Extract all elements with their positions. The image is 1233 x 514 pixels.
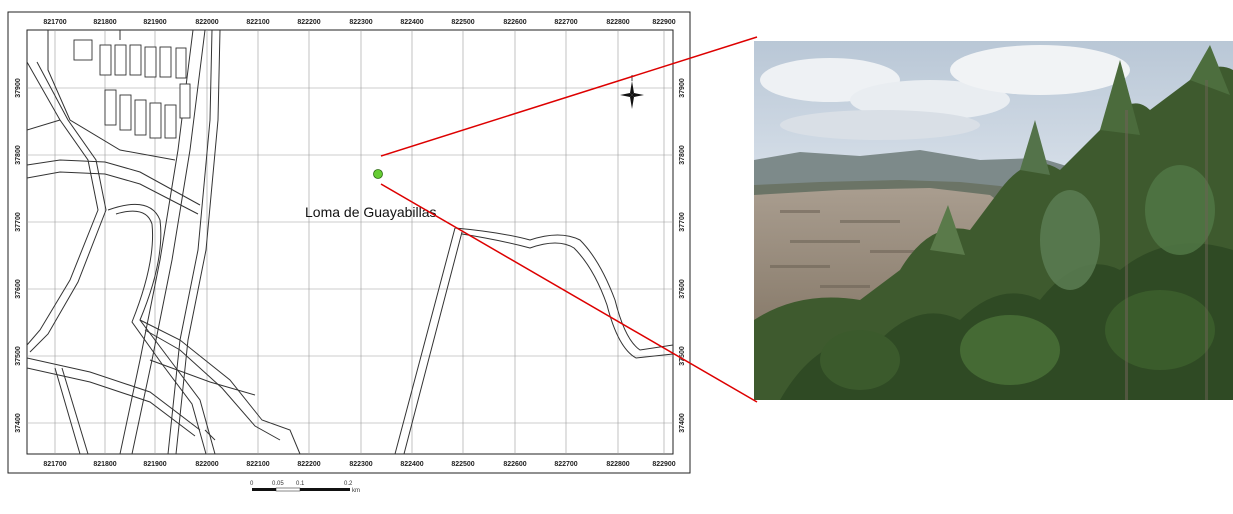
x-tick-label: 822500 <box>451 461 474 468</box>
scale-unit: km <box>352 488 360 494</box>
x-tick-label: 822100 <box>246 19 269 26</box>
x-tick-label: 822400 <box>400 19 423 26</box>
x-tick-label: 822200 <box>297 19 320 26</box>
x-tick-label: 822700 <box>554 19 577 26</box>
y-axis-left-labels: 37900 37800 37700 37600 37500 37400 <box>15 78 22 433</box>
y-tick-label: 37500 <box>679 346 686 366</box>
x-axis-bottom-labels: 821700 821800 821900 822000 822100 822200 8223… <box>43 461 675 468</box>
y-tick-label: 37900 <box>15 78 22 98</box>
place-label: Loma de Guayabillas <box>305 204 437 220</box>
y-axis-right-labels: 37900 37800 37700 37600 37500 37400 <box>679 78 686 433</box>
y-tick-label: 37600 <box>679 279 686 299</box>
x-tick-label: 822300 <box>349 19 372 26</box>
x-tick-label: 821900 <box>143 461 166 468</box>
site-marker <box>373 169 383 179</box>
scale-label-1: 0.05 <box>272 481 284 487</box>
y-tick-label: 37800 <box>679 145 686 165</box>
y-tick-label: 37400 <box>679 413 686 433</box>
coordinate-grid <box>27 30 673 454</box>
y-tick-label: 37400 <box>15 413 22 433</box>
y-tick-label: 37900 <box>679 78 686 98</box>
building-blocks <box>73 39 191 139</box>
x-tick-label: 822100 <box>246 461 269 468</box>
x-tick-label: 822200 <box>297 461 320 468</box>
scale-bar: 0 0.05 0.1 0.2 km <box>250 481 360 494</box>
scale-label-3: 0.2 <box>344 481 353 487</box>
y-tick-label: 37600 <box>15 279 22 299</box>
x-tick-label: 821700 <box>43 19 66 26</box>
road-network <box>27 30 673 454</box>
x-tick-label: 821800 <box>93 19 116 26</box>
x-tick-label: 822600 <box>503 461 526 468</box>
landscape-photo-icon <box>754 41 1233 400</box>
x-tick-label: 821900 <box>143 19 166 26</box>
x-tick-label: 822000 <box>195 461 218 468</box>
x-axis-top-labels: 821700 821800 821900 822000 822100 822200 8223… <box>43 19 675 26</box>
y-tick-label: 37800 <box>15 145 22 165</box>
x-tick-label: 822300 <box>349 461 372 468</box>
leader-lines <box>380 36 758 403</box>
x-tick-label: 821700 <box>43 461 66 468</box>
map-frame <box>7 11 691 474</box>
y-tick-label: 37700 <box>15 212 22 232</box>
y-tick-label: 37700 <box>679 212 686 232</box>
x-tick-label: 822000 <box>195 19 218 26</box>
x-tick-label: 822800 <box>606 461 629 468</box>
scale-label-0: 0 <box>250 481 254 487</box>
x-tick-label: 822600 <box>503 19 526 26</box>
x-tick-label: 822500 <box>451 19 474 26</box>
x-tick-label: 822800 <box>606 19 629 26</box>
x-tick-label: 821800 <box>93 461 116 468</box>
x-tick-label: 822900 <box>652 19 675 26</box>
compass-rose-icon <box>620 75 644 109</box>
x-tick-label: 822400 <box>400 461 423 468</box>
x-tick-label: 822900 <box>652 461 675 468</box>
scale-label-2: 0.1 <box>296 481 305 487</box>
x-tick-label: 822700 <box>554 461 577 468</box>
y-tick-label: 37500 <box>15 346 22 366</box>
